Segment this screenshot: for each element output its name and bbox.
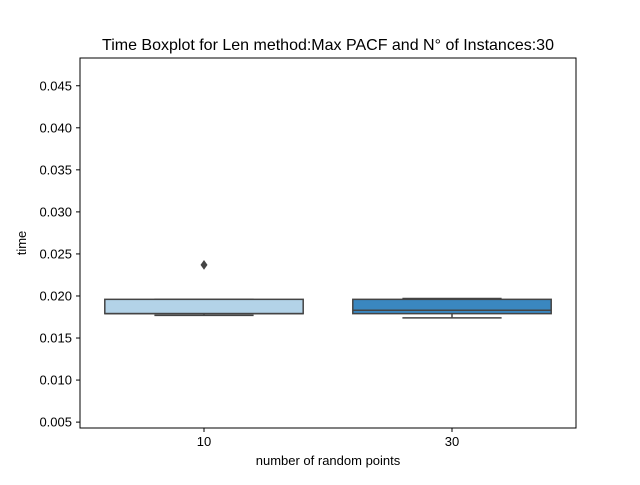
box-body	[352, 298, 552, 315]
y-tick-label: 0.035	[39, 162, 72, 177]
y-tick-label: 0.015	[39, 331, 72, 346]
y-tick-label: 0.045	[39, 78, 72, 93]
box-body	[104, 298, 304, 315]
y-axis-label: time	[14, 231, 29, 256]
x-axis-label: number of random points	[256, 453, 401, 468]
x-tick-label: 10	[197, 434, 211, 449]
y-axis: 0.005 0.010 0.015 0.020 0.025 0.030 0.035 0.040…	[39, 78, 80, 430]
outlier-marker	[200, 259, 208, 270]
box-series	[104, 259, 552, 319]
y-tick-label: 0.030	[39, 204, 72, 219]
y-tick-label: 0.005	[39, 415, 72, 430]
box-30	[352, 297, 552, 319]
y-tick-label: 0.020	[39, 288, 72, 303]
x-tick-label: 30	[445, 434, 459, 449]
plot-frame	[79, 57, 577, 429]
y-tick-label: 0.040	[39, 120, 72, 135]
y-tick-label: 0.010	[39, 373, 72, 388]
y-tick-label: 0.025	[39, 246, 72, 261]
chart-title: Time Boxplot for Len method:Max PACF and…	[102, 37, 554, 54]
box-10	[104, 259, 304, 317]
plot-area	[80, 58, 576, 428]
x-axis: 10 30	[197, 428, 459, 449]
